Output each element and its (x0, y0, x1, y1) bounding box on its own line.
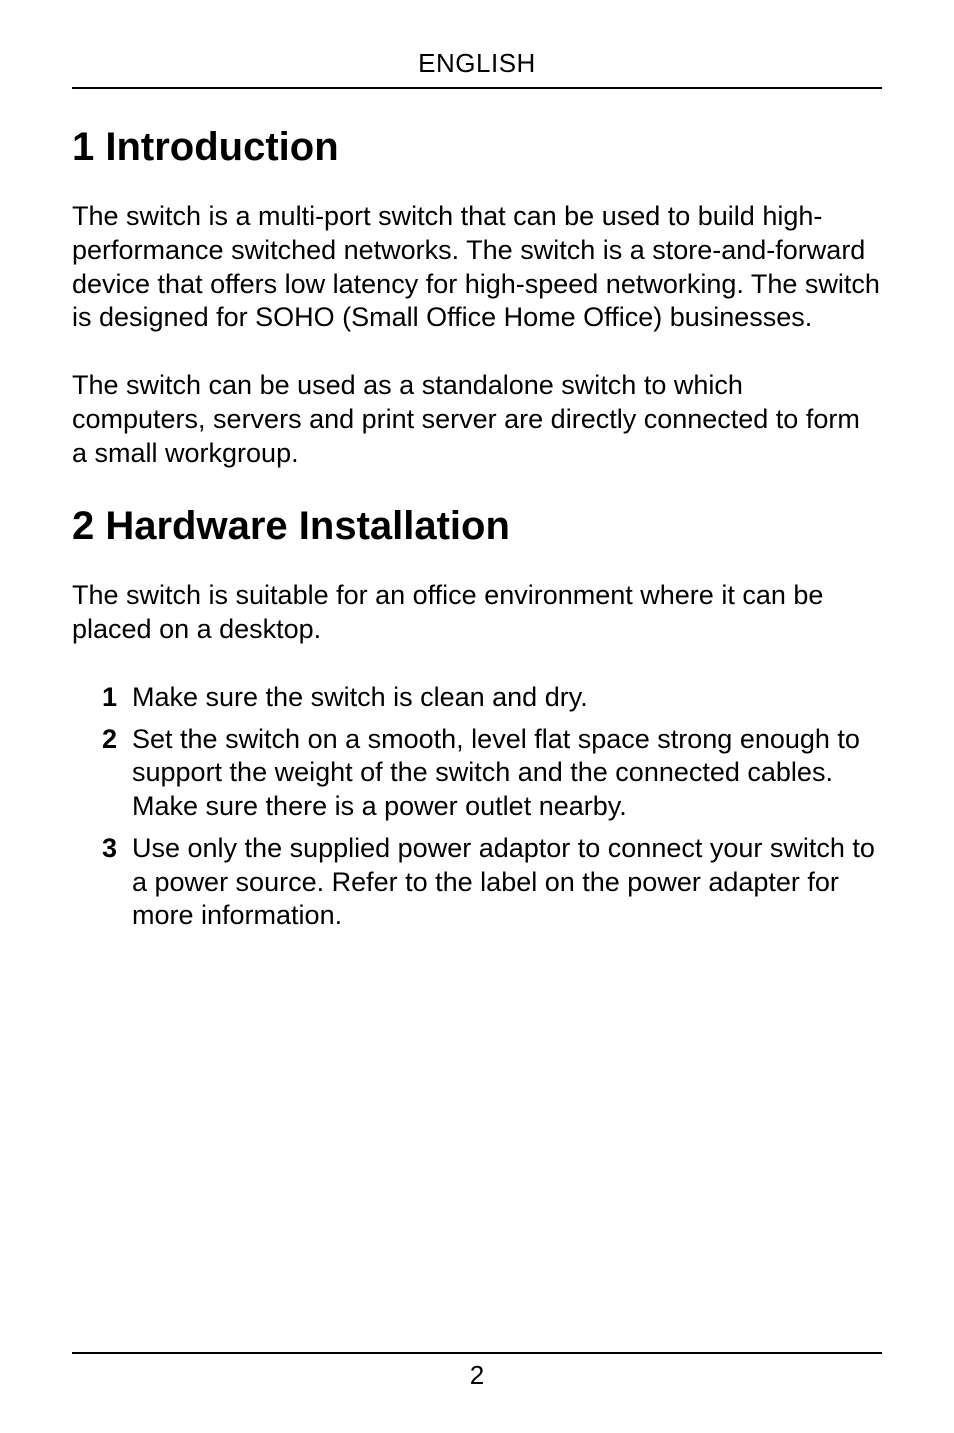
section-hardware-heading: 2 Hardware Installation (72, 504, 882, 549)
hardware-steps-list: 1 Make sure the switch is clean and dry.… (72, 681, 882, 933)
header-rule (72, 87, 882, 89)
step-text: Make sure the switch is clean and dry. (132, 682, 588, 712)
hardware-paragraph-1: The switch is suitable for an office env… (72, 579, 882, 647)
step-number: 2 (102, 723, 117, 757)
intro-paragraph-2: The switch can be used as a standalone s… (72, 369, 882, 470)
page-number: 2 (72, 1360, 882, 1391)
section-intro-heading: 1 Introduction (72, 125, 882, 170)
step-text: Use only the supplied power adaptor to c… (132, 833, 875, 931)
list-item: 2 Set the switch on a smooth, level flat… (102, 723, 882, 824)
list-item: 1 Make sure the switch is clean and dry. (102, 681, 882, 715)
footer-rule (72, 1352, 882, 1354)
list-item: 3 Use only the supplied power adaptor to… (102, 832, 882, 933)
step-number: 1 (102, 681, 117, 715)
step-text: Set the switch on a smooth, level flat s… (132, 724, 860, 822)
header-language-label: ENGLISH (72, 48, 882, 87)
intro-paragraph-1: The switch is a multi-port switch that c… (72, 200, 882, 335)
step-number: 3 (102, 832, 117, 866)
page-footer: 2 (72, 1352, 882, 1391)
